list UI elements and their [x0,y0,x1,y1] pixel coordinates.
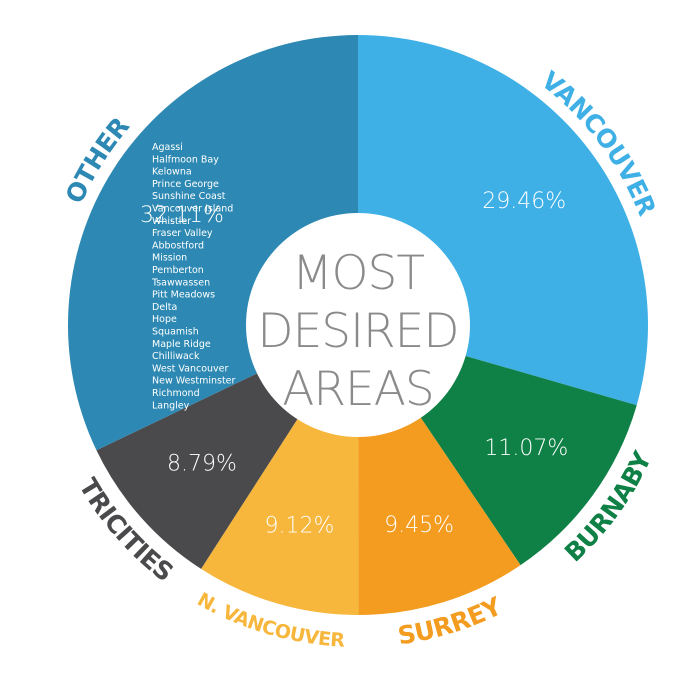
other-area-item: Chilliwack [152,351,200,362]
value-label-surrey: 9.45% [384,513,454,538]
center-hole [246,213,470,437]
other-area-item: Fraser Valley [152,228,213,239]
value-label-vancouver: 29.46% [482,189,566,214]
other-area-item: West Vancouver [152,363,229,374]
value-label-burnaby: 11.07% [484,436,568,461]
other-area-item: Agassi [152,142,183,153]
other-area-item: Pitt Meadows [152,290,215,301]
other-area-item: Squamish [152,327,199,338]
value-label-other: 32.11% [140,203,224,228]
other-area-item: Langley [152,400,190,411]
other-area-item: New Westminster [152,376,236,387]
value-label-n-vancouver: 9.12% [265,514,335,539]
other-area-item: Maple Ridge [152,339,211,350]
other-area-item: Sunshine Coast [152,191,226,202]
other-area-item: Hope [152,314,177,325]
chart-title-line: AREAS [282,362,434,417]
other-area-item: Abbostford [152,240,204,251]
chart-title-line: MOST [292,246,424,301]
other-area-item: Pemberton [152,265,204,276]
other-area-item: Prince George [152,179,219,190]
other-area-item: Mission [152,253,187,264]
value-label-tricities: 8.79% [167,452,237,477]
other-area-item: Halfmoon Bay [152,154,219,165]
other-area-item: Vancouver Island [152,204,233,215]
other-area-item: Whistler [152,216,191,227]
chart-title-line: DESIRED [257,304,458,359]
other-area-item: Richmond [152,388,200,399]
other-area-item: Delta [152,302,177,313]
other-area-item: Kelowna [152,167,192,178]
value-labels: 29.46% 11.07% 9.45% 9.12% 8.79% 32.11% [140,189,568,539]
other-area-item: Tsawwassen [151,277,210,288]
